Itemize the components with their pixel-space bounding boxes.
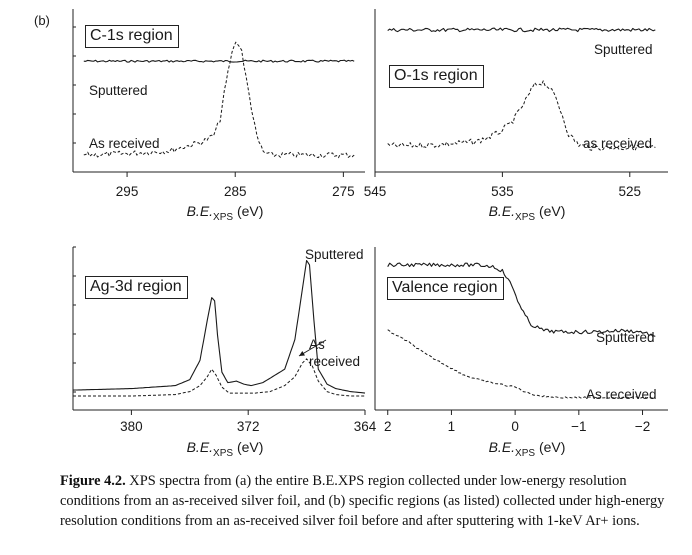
caption-label: Figure 4.2. [60, 473, 126, 489]
arrow-head [299, 351, 305, 356]
figure-caption: Figure 4.2. XPS spectra from (a) the ent… [60, 471, 684, 531]
x-tick-label: 275 [332, 184, 355, 199]
series-line-sputtered [387, 262, 656, 337]
series-label: Sputtered [89, 83, 148, 98]
x-axis-label: B.E.XPS (eV) [489, 439, 566, 459]
x-tick-label: 545 [363, 184, 387, 199]
x-axis-label-unit: (eV) [233, 439, 264, 455]
series-line-as-received [387, 329, 656, 399]
x-tick-label: −2 [634, 419, 651, 434]
x-axis-label-italic: B.E. [488, 439, 516, 455]
x-axis-label-subscript: XPS [515, 211, 536, 223]
region-label: Ag-3d region [85, 276, 188, 299]
x-tick-label: 2 [383, 419, 392, 434]
series-line-sputtered [83, 59, 355, 63]
region-label: C-1s region [85, 25, 179, 48]
panel-tag: (b) [34, 13, 50, 28]
x-tick-label: 372 [236, 419, 260, 434]
series-line-sputtered [72, 259, 366, 394]
x-axis-label-unit: (eV) [535, 439, 566, 455]
x-tick-label: 364 [353, 419, 377, 434]
x-axis-label-italic: B.E. [186, 439, 214, 455]
x-tick-label: 0 [511, 419, 519, 434]
series-line-as-received [83, 41, 355, 159]
series-label: Sputtered [596, 330, 655, 345]
series-label: Sputtered [594, 42, 653, 57]
series-label: As received [309, 337, 361, 369]
x-axis-label-italic: B.E. [488, 203, 516, 219]
x-axis-label-unit: (eV) [233, 203, 264, 219]
x-tick-label: 295 [115, 184, 139, 199]
x-axis-label-subscript: XPS [213, 211, 234, 223]
x-axis-label: B.E.XPS (eV) [187, 203, 264, 223]
x-axis-label-unit: (eV) [535, 203, 566, 219]
series-label: as received [583, 136, 653, 151]
x-axis-label-subscript: XPS [213, 447, 234, 459]
x-tick-label: 535 [491, 184, 514, 199]
series-label: Sputtered [305, 247, 364, 262]
series-label: As received [586, 387, 657, 402]
x-tick-label: 285 [223, 184, 247, 199]
x-tick-label: −1 [571, 419, 587, 434]
series-line-sputtered [387, 27, 656, 33]
x-axis-label: B.E.XPS (eV) [489, 203, 566, 223]
x-axis-label: B.E.XPS (eV) [187, 439, 264, 459]
x-tick-label: 525 [618, 184, 642, 199]
region-label: O-1s region [389, 65, 484, 88]
x-axis-label-subscript: XPS [515, 447, 536, 459]
caption-text: XPS spectra from (a) the entire B.E.XPS … [60, 473, 665, 529]
series-line-as-received [73, 358, 365, 397]
series-line-as-received [387, 80, 656, 152]
x-axis-label-italic: B.E. [186, 203, 214, 219]
series-label: As received [89, 136, 160, 151]
x-tick-label: 1 [447, 419, 456, 434]
x-tick-label: 380 [120, 419, 143, 434]
region-label: Valence region [387, 277, 504, 300]
